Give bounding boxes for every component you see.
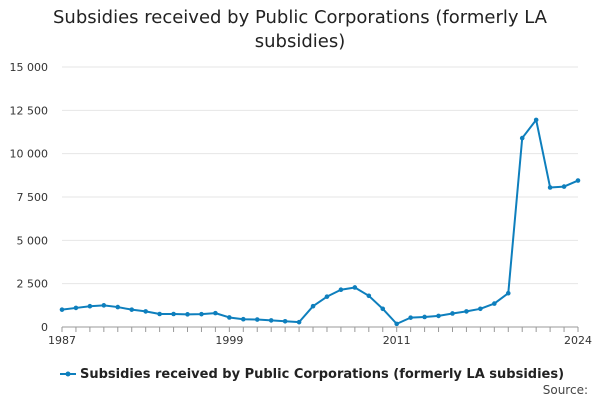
- data-point[interactable]: [254, 317, 260, 322]
- y-tick-label: 15 000: [10, 61, 49, 74]
- y-tick-label: 0: [41, 321, 48, 334]
- data-point[interactable]: [338, 287, 344, 293]
- data-point[interactable]: [227, 315, 232, 320]
- data-point[interactable]: [73, 305, 79, 311]
- x-tick-label: 1999: [215, 334, 243, 347]
- source-label: Source:: [542, 383, 588, 397]
- x-tick-label: 2011: [383, 334, 411, 347]
- data-point[interactable]: [519, 135, 525, 141]
- chart-title: Subsidies received by Public Corporation…: [53, 7, 547, 52]
- x-tick-label: 1987: [48, 334, 76, 347]
- y-tick-label: 7 500: [17, 191, 49, 204]
- data-point[interactable]: [408, 315, 413, 320]
- data-point[interactable]: [310, 303, 316, 309]
- x-tick-label: 2024: [564, 334, 592, 347]
- data-point[interactable]: [296, 319, 302, 325]
- data-point[interactable]: [324, 294, 330, 299]
- data-point[interactable]: [59, 307, 65, 312]
- data-point[interactable]: [115, 304, 121, 310]
- y-tick-label: 2 500: [17, 278, 49, 291]
- data-point[interactable]: [129, 307, 135, 312]
- data-point[interactable]: [199, 311, 204, 317]
- series-line: [61, 118, 579, 325]
- data-point[interactable]: [185, 312, 190, 317]
- data-point[interactable]: [436, 313, 441, 319]
- grid: [62, 66, 578, 328]
- x-axis: 1987 1999 2011 2024: [48, 326, 592, 347]
- data-point[interactable]: [575, 178, 581, 183]
- data-point[interactable]: [87, 303, 93, 309]
- data-point[interactable]: [366, 293, 372, 299]
- data-point[interactable]: [380, 306, 386, 312]
- y-tick-label: 10 000: [10, 148, 49, 161]
- data-point[interactable]: [561, 184, 567, 189]
- data-point[interactable]: [478, 306, 483, 312]
- data-point[interactable]: [547, 185, 553, 190]
- series: [59, 117, 581, 327]
- data-point[interactable]: [492, 301, 497, 306]
- data-point[interactable]: [533, 117, 539, 123]
- data-point[interactable]: [394, 321, 400, 327]
- data-point[interactable]: [213, 310, 218, 316]
- data-point[interactable]: [157, 311, 162, 317]
- data-point[interactable]: [240, 316, 246, 322]
- data-point[interactable]: [143, 309, 148, 314]
- data-point[interactable]: [352, 285, 358, 290]
- data-point[interactable]: [101, 303, 107, 308]
- data-point[interactable]: [422, 314, 427, 320]
- data-point[interactable]: [505, 290, 511, 296]
- legend-line-icon: [60, 371, 76, 377]
- legend-label: Subsidies received by Public Corporation…: [80, 366, 565, 382]
- data-point[interactable]: [464, 309, 469, 314]
- data-point[interactable]: [450, 311, 455, 316]
- y-axis: 0 2 500 5 000 7 500 10 000 12 500 15 000: [10, 61, 49, 334]
- legend[interactable]: Subsidies received by Public Corporation…: [60, 364, 564, 384]
- data-point[interactable]: [171, 311, 176, 317]
- data-point[interactable]: [282, 318, 288, 324]
- y-tick-label: 12 500: [10, 104, 49, 117]
- data-point[interactable]: [268, 318, 274, 323]
- y-tick-label: 5 000: [17, 234, 49, 247]
